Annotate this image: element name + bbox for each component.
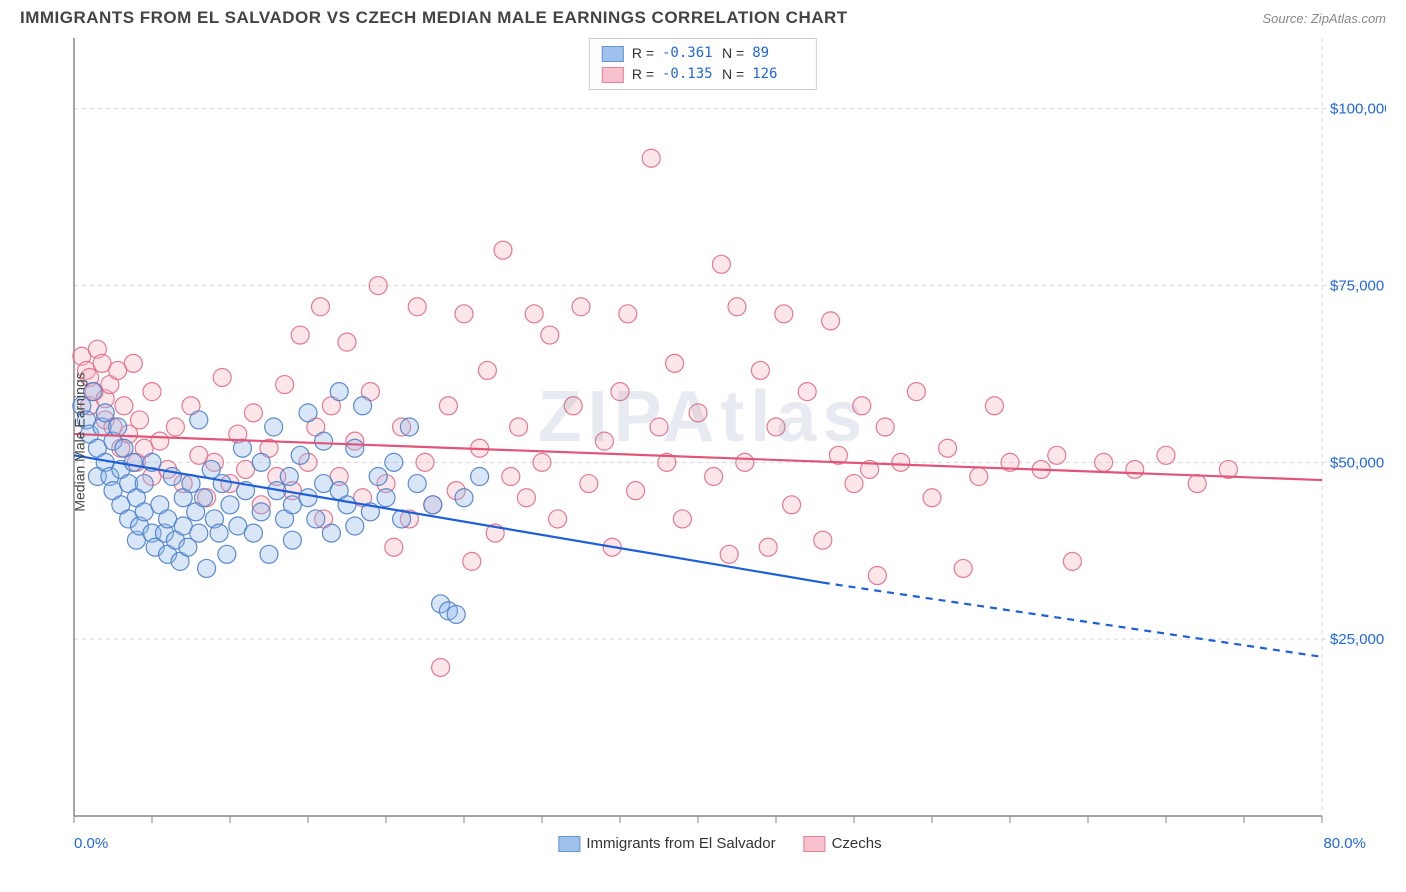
legend-item-el-salvador: Immigrants from El Salvador <box>558 835 775 852</box>
n-label: N = <box>722 64 744 85</box>
x-axis-min: 0.0% <box>74 835 108 852</box>
series-legend: Immigrants from El Salvador Czechs <box>558 835 881 852</box>
chart-area: Median Male Earnings $25,000 $50,000 $75,0… <box>20 32 1386 852</box>
legend-row-el-salvador: R = -0.361 N = 89 <box>602 43 804 64</box>
n-value-czechs: 126 <box>752 64 804 85</box>
swatch-el-salvador-bottom <box>558 836 580 852</box>
swatch-el-salvador <box>602 46 624 62</box>
n-label: N = <box>722 43 744 64</box>
svg-text:$50,000: $50,000 <box>1330 454 1384 471</box>
legend-item-czechs: Czechs <box>804 835 882 852</box>
r-value-el-salvador: -0.361 <box>662 43 714 64</box>
legend-row-czechs: R = -0.135 N = 126 <box>602 64 804 85</box>
swatch-czechs <box>602 67 624 83</box>
stats-legend: R = -0.361 N = 89 R = -0.135 N = 126 <box>589 38 817 90</box>
chart-title: IMMIGRANTS FROM EL SALVADOR VS CZECH MED… <box>20 8 848 28</box>
r-value-czechs: -0.135 <box>662 64 714 85</box>
series-label-czechs: Czechs <box>832 835 882 852</box>
n-value-el-salvador: 89 <box>752 43 804 64</box>
series-label-el-salvador: Immigrants from El Salvador <box>586 835 775 852</box>
source-label: Source: ZipAtlas.com <box>1262 11 1386 26</box>
y-axis-label: Median Male Earnings <box>72 372 88 511</box>
swatch-czechs-bottom <box>804 836 826 852</box>
svg-text:$100,000: $100,000 <box>1330 101 1386 118</box>
r-label: R = <box>632 64 654 85</box>
x-axis-max: 80.0% <box>1323 835 1366 852</box>
scatter-chart: $25,000 $50,000 $75,000 $100,000 <box>20 32 1386 852</box>
svg-text:$25,000: $25,000 <box>1330 631 1384 648</box>
svg-text:$75,000: $75,000 <box>1330 278 1384 295</box>
r-label: R = <box>632 43 654 64</box>
x-axis-bar: 0.0% Immigrants from El Salvador Czechs … <box>74 829 1366 852</box>
